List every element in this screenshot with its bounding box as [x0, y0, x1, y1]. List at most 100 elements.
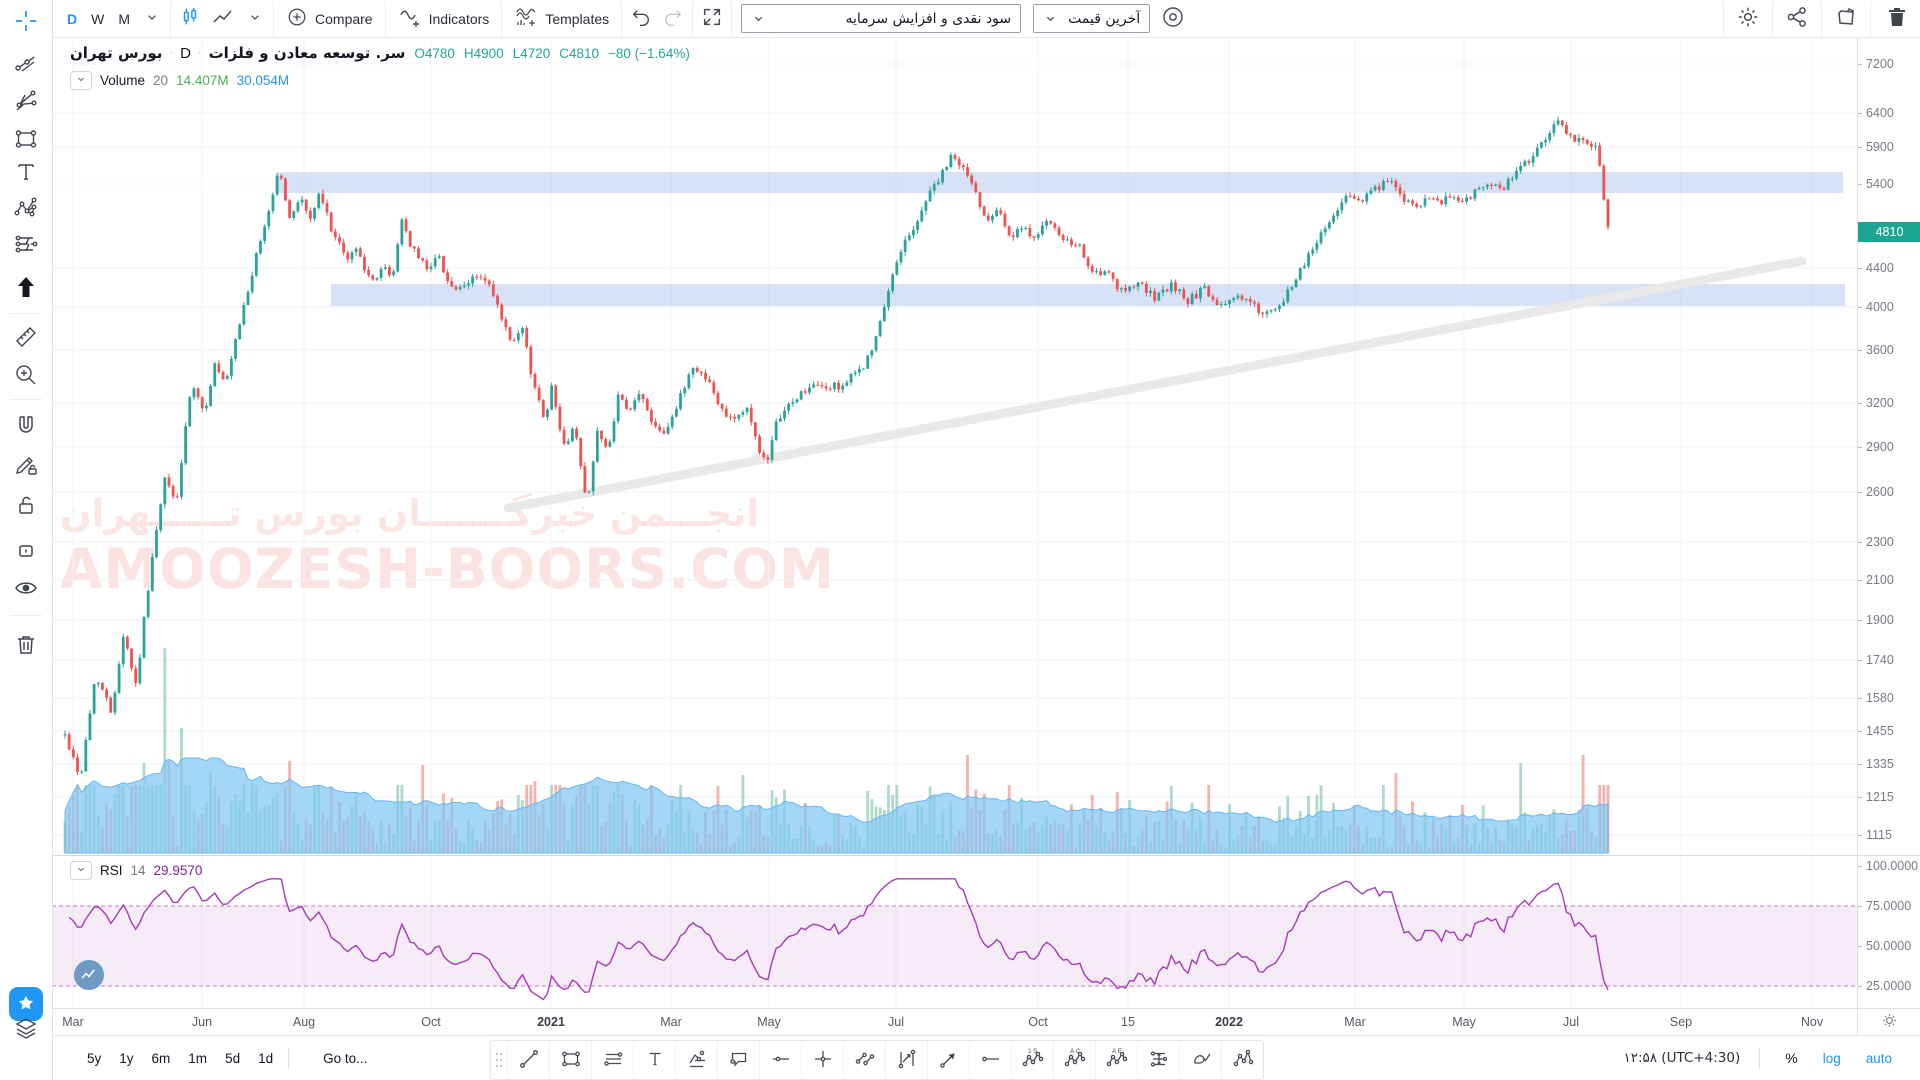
gann-tools-tool-button[interactable] [6, 82, 46, 120]
chevron-down-icon [1043, 11, 1058, 26]
elliott-impulse-icon: 1 5 [1022, 1048, 1044, 1073]
abcd-pattern-icon: A C [1064, 1048, 1086, 1073]
xabcd-pattern-draw-button[interactable]: A E [1095, 1042, 1137, 1078]
clock[interactable]: ۱۲:۵۸ (UTC+4:30) [1623, 1050, 1741, 1066]
rsi-collapse-button[interactable] [70, 861, 92, 880]
interval-month-button[interactable]: M [111, 4, 137, 34]
lock-tool-button[interactable] [6, 530, 46, 568]
svg-text:A E: A E [1112, 1048, 1123, 1055]
toolbar-separator [1759, 1047, 1761, 1069]
settings-button[interactable] [1727, 2, 1769, 36]
favorites-star-button[interactable] [9, 987, 43, 1021]
exchange-name[interactable]: بورس تهران [70, 44, 163, 62]
ray-draw-button[interactable] [969, 1042, 1011, 1078]
compare-button[interactable]: Compare [277, 2, 382, 36]
cross-line-draw-button[interactable] [801, 1042, 843, 1078]
axis-settings-corner[interactable] [1857, 1008, 1920, 1037]
elliott-impulse-draw-button[interactable]: 1 5 [1011, 1042, 1053, 1078]
trash-tool-button[interactable] [6, 627, 46, 665]
drawing-lock-tool-button[interactable] [6, 447, 46, 485]
forecast-tool-tool-button[interactable] [6, 226, 46, 264]
delete-button[interactable] [1874, 2, 1920, 36]
volume-collapse-button[interactable] [70, 71, 92, 90]
time-axis-label: 2021 [537, 1015, 565, 1029]
legend-interval[interactable]: D [180, 44, 191, 62]
time-axis-label: Aug [292, 1015, 316, 1029]
range-1d-button[interactable]: 1d [249, 1051, 282, 1066]
candles-icon [179, 6, 201, 31]
indicators-button[interactable]: Indicators [389, 2, 499, 36]
visibility-button[interactable] [1156, 2, 1190, 36]
range-1m-button[interactable]: 1m [179, 1051, 216, 1066]
head-shoulders-draw-button[interactable] [1221, 1042, 1263, 1078]
magnet-tool-button[interactable] [6, 408, 46, 446]
broker-logo[interactable] [74, 960, 104, 990]
chevron-down-icon [144, 9, 160, 28]
pane-separator[interactable] [52, 855, 1920, 856]
rsi-label[interactable]: RSI [100, 863, 123, 878]
text-draw-button[interactable] [633, 1042, 675, 1078]
line-chart-icon [211, 5, 235, 32]
adjustments-select[interactable]: سود نقدی و افزایش سرمایه [741, 4, 1022, 33]
text-tool-tool-button[interactable] [6, 154, 46, 192]
fullscreen-button[interactable] [696, 2, 728, 36]
share-button[interactable] [1776, 2, 1818, 36]
price-chart-canvas[interactable] [52, 37, 1857, 1008]
eye-tool-button[interactable] [6, 570, 46, 608]
interval-week-button[interactable]: W [84, 4, 111, 34]
date-range-draw-button[interactable] [885, 1042, 927, 1078]
volume-label[interactable]: Volume [100, 73, 146, 88]
channel-draw-button[interactable] [843, 1042, 885, 1078]
volume-ma-area [64, 757, 1609, 854]
toolbar-separator [384, 0, 386, 37]
horizontal-line-draw-button[interactable] [759, 1042, 801, 1078]
chart-style-candles-button[interactable] [174, 2, 206, 36]
arrow-tool-tool-button[interactable] [6, 269, 46, 307]
rectangle-draw-button[interactable] [549, 1042, 591, 1078]
trend-line-tool-tool-button[interactable] [6, 44, 46, 82]
parallel-lines-draw-button[interactable] [591, 1042, 633, 1078]
symbol-name[interactable]: سر. توسعه معادن و فلزات [208, 44, 406, 62]
redo-button[interactable] [657, 2, 689, 36]
zoom-in-tool-button[interactable] [6, 357, 46, 395]
templates-button[interactable]: Templates [505, 2, 618, 36]
goto-button[interactable]: Go to... [317, 1050, 373, 1067]
forecast-check-draw-button[interactable] [1179, 1042, 1221, 1078]
auto-scale-button[interactable]: auto [1860, 1050, 1898, 1067]
range-5d-button[interactable]: 5d [216, 1051, 249, 1066]
time-axis[interactable]: Mar Jun Aug Oct 2021 Mar May Jul Oct 15 2022 Mar May… [52, 1008, 1857, 1037]
callout-draw-button[interactable] [717, 1042, 759, 1078]
abcd-pattern-draw-button[interactable]: A C [1053, 1042, 1095, 1078]
layers-tool-button[interactable] [6, 1011, 46, 1049]
price-mode-select[interactable]: آخرین قیمت [1033, 4, 1151, 33]
price-axis[interactable]: 7200 6400 5900 5400 4400 4000 3600 3200 2900 2600… [1857, 37, 1920, 1008]
shapes-tool-icon [13, 126, 39, 155]
log-scale-button[interactable]: log [1817, 1050, 1847, 1067]
toolbar-separator [1870, 0, 1871, 37]
gear-icon [1736, 5, 1760, 32]
ruler-tool-button[interactable] [6, 319, 46, 357]
interval-menu-button[interactable] [137, 2, 167, 36]
long-position-draw-button[interactable] [1137, 1042, 1179, 1078]
crosshair-tool-button[interactable] [6, 3, 46, 41]
snapshot-button[interactable] [1825, 2, 1867, 36]
interval-day-button[interactable]: D [60, 4, 84, 34]
drag-handle-icon[interactable] [491, 1042, 507, 1078]
xabcd-pattern-icon: A E [1106, 1048, 1128, 1073]
percent-scale-button[interactable]: % [1779, 1049, 1803, 1067]
pattern-tool-tool-button[interactable] [6, 189, 46, 227]
price-axis-label: 3200 [1858, 396, 1920, 410]
undo-button[interactable] [625, 2, 657, 36]
range-5y-button[interactable]: 5y [78, 1051, 110, 1066]
chart-style-line-button[interactable] [206, 2, 240, 36]
chart-style-menu-button[interactable] [240, 2, 270, 36]
range-6m-button[interactable]: 6m [143, 1051, 180, 1066]
horizontal-line-icon [770, 1048, 792, 1073]
range-1y-button[interactable]: 1y [110, 1051, 142, 1066]
arrow-marker-draw-button[interactable] [927, 1042, 969, 1078]
trend-line-draw-button[interactable] [507, 1042, 549, 1078]
price-levels-draw-button[interactable] [675, 1042, 717, 1078]
shapes-tool-tool-button[interactable] [6, 121, 46, 159]
chart-area[interactable]: انجـــمن خبرگـــــــان بورس تــــــهران … [52, 37, 1857, 1008]
unlock-tool-button[interactable] [6, 487, 46, 525]
